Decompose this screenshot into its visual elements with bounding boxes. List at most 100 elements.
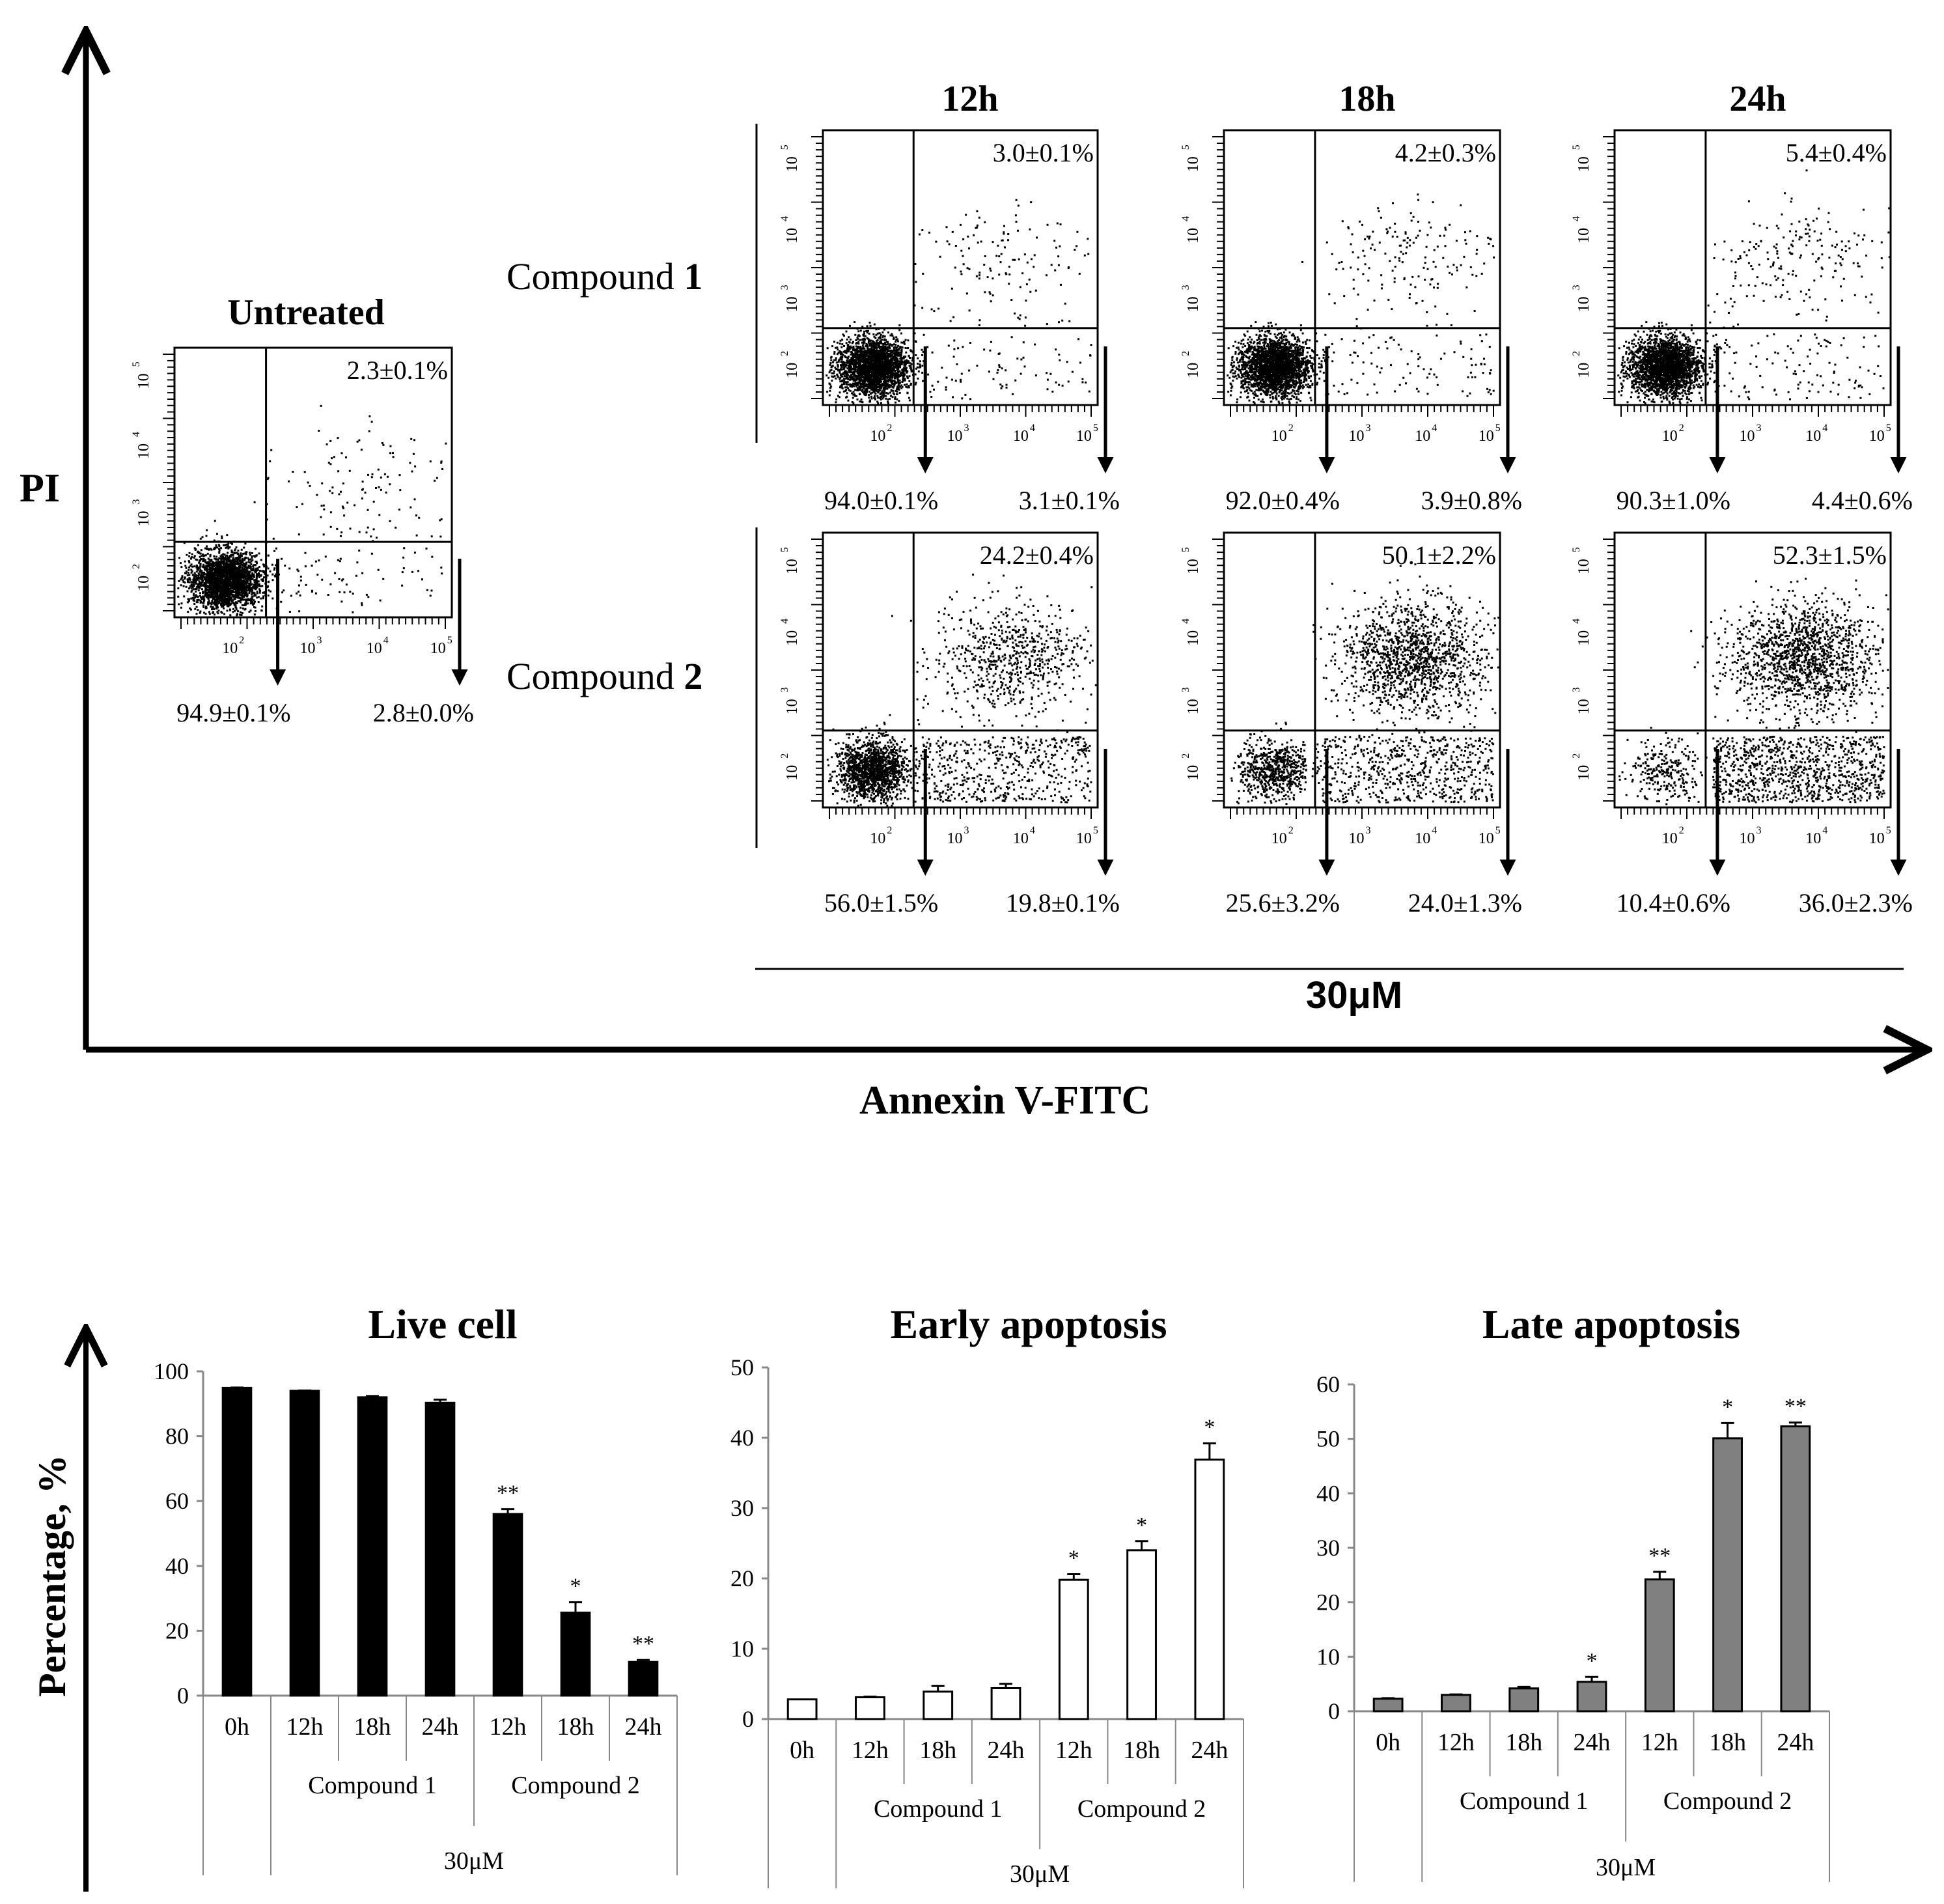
category-label: 12h: [852, 1737, 889, 1764]
annexin-axis-label: Annexin V-FITC: [859, 1078, 1150, 1123]
y-tick-label: 10: [135, 511, 152, 527]
concentration-label: 30μM: [444, 1847, 504, 1875]
y-tick-label: 10: [784, 699, 801, 714]
y-tick-group: 10 3: [779, 285, 801, 312]
y-tick-label: 0: [1328, 1698, 1340, 1724]
bar: [221, 1386, 253, 1697]
x-tick-label: 10: [222, 640, 238, 657]
y-tick-label: 10: [1185, 296, 1202, 312]
y-tick-label: 10: [1185, 699, 1202, 714]
x-tick-label: 10: [1076, 428, 1092, 445]
early-apoptosis-percent: 24.0±1.3%: [1408, 888, 1522, 917]
x-tick-exponent: 4: [1030, 423, 1035, 434]
category-label: 18h: [1505, 1729, 1542, 1756]
category-label: 18h: [919, 1737, 956, 1764]
bar: [1780, 1425, 1811, 1713]
bar: [1372, 1698, 1404, 1713]
x-tick-exponent: 2: [1679, 825, 1684, 836]
bar: [990, 1687, 1021, 1720]
bar: [923, 1690, 954, 1720]
x-tick-label: 10: [1869, 830, 1885, 847]
live-percent: 94.9±0.1%: [176, 698, 290, 727]
group-label-compound-2: Compound 2: [1663, 1787, 1792, 1815]
y-tick-exponent: 3: [1571, 687, 1582, 692]
early-apoptosis-percent: 3.1±0.1%: [1019, 486, 1120, 515]
y-tick-exponent: 5: [1571, 547, 1582, 552]
y-tick-exponent: 3: [779, 687, 790, 692]
y-tick-exponent: 4: [779, 216, 790, 221]
timepoint-header-18h: 18h: [1339, 79, 1395, 119]
significance-marker: *: [1204, 1416, 1215, 1440]
x-tick-label: 10: [1271, 428, 1287, 445]
y-tick-exponent: 2: [1571, 753, 1582, 759]
dotplot-tick-marks: [1212, 539, 1494, 819]
significance-marker: **: [632, 1632, 654, 1656]
x-tick-exponent: 5: [1886, 825, 1891, 836]
group-label-compound-2: Compound 2: [1077, 1795, 1206, 1823]
x-tick-exponent: 3: [964, 825, 969, 836]
y-tick-label: 10: [1576, 363, 1592, 378]
y-tick-label: 0: [177, 1683, 189, 1709]
bar: [1644, 1578, 1675, 1713]
y-tick-group: 10 5: [1571, 145, 1592, 172]
y-tick-group: 10 2: [1571, 351, 1592, 378]
row-label-compound-1-prefix: Compound: [507, 255, 684, 298]
y-tick-group: 10 3: [1571, 687, 1592, 714]
y-tick-label: 10: [1576, 765, 1592, 781]
row-label-compound-1: Compound 1: [507, 255, 702, 298]
bar: [1058, 1578, 1089, 1720]
y-tick-label: 10: [1576, 559, 1592, 574]
dotplot-tick-marks: [1212, 136, 1494, 417]
dotplot-tick-marks: [1603, 136, 1885, 417]
concentration-label: 30μM: [1010, 1860, 1070, 1888]
early-apoptosis-percent: 36.0±2.3%: [1799, 888, 1913, 917]
significance-marker: *: [570, 1575, 581, 1599]
percentage-axis-label: Percentage, %: [31, 1455, 74, 1697]
y-tick-exponent: 5: [779, 145, 790, 150]
y-tick-label: 10: [1576, 699, 1592, 714]
live-percent: 94.0±0.1%: [824, 486, 938, 515]
dotplot-events: [826, 573, 1097, 807]
y-tick-label: 30: [730, 1495, 754, 1521]
late-apoptosis-percent: 3.0±0.1%: [993, 138, 1094, 167]
dotplot-tick-marks: [163, 354, 446, 629]
y-tick-group: 10 5: [1180, 547, 1202, 574]
x-tick-label: 10: [1740, 830, 1755, 847]
y-tick-label: 10: [1185, 559, 1202, 574]
x-tick-exponent: 4: [1030, 825, 1035, 836]
late-apoptosis-percent: 52.3±1.5%: [1773, 540, 1887, 570]
x-tick-label: 10: [1662, 830, 1678, 847]
category-label: 12h: [286, 1713, 324, 1741]
y-tick-label: 10: [784, 228, 801, 244]
x-tick-exponent: 5: [1886, 423, 1891, 434]
category-label: 12h: [1641, 1729, 1678, 1756]
y-tick-label: 60: [165, 1488, 189, 1514]
y-tick-label: 0: [742, 1706, 754, 1732]
dotplot-events: [826, 199, 1092, 404]
y-tick-label: 20: [165, 1617, 189, 1644]
live-percent: 90.3±1.0%: [1617, 486, 1730, 515]
y-tick-group: 10 4: [1180, 619, 1202, 646]
y-tick-group: 10 5: [131, 361, 152, 389]
row-label-compound-2: Compound 2: [507, 655, 702, 697]
concentration-label: 30μM: [1596, 1854, 1656, 1881]
y-tick-exponent: 2: [131, 564, 142, 569]
y-tick-label: 10: [1185, 156, 1202, 172]
bar: [628, 1660, 659, 1697]
y-tick-group: 10 5: [779, 547, 801, 574]
bar-y-axis: Percentage, %: [31, 1328, 86, 1892]
y-tick-label: 40: [165, 1553, 189, 1579]
x-tick-exponent: 4: [383, 635, 389, 646]
x-tick-label: 10: [1869, 428, 1885, 445]
group-label-compound-1: Compound 1: [308, 1772, 436, 1799]
group-label-compound-1: Compound 1: [1460, 1787, 1588, 1815]
x-tick-exponent: 3: [1366, 423, 1371, 434]
x-tick-exponent: 5: [1495, 423, 1501, 434]
dotplot-tick-marks: [811, 539, 1092, 819]
y-tick-group: 10 4: [779, 619, 801, 646]
y-tick-exponent: 4: [131, 432, 142, 437]
